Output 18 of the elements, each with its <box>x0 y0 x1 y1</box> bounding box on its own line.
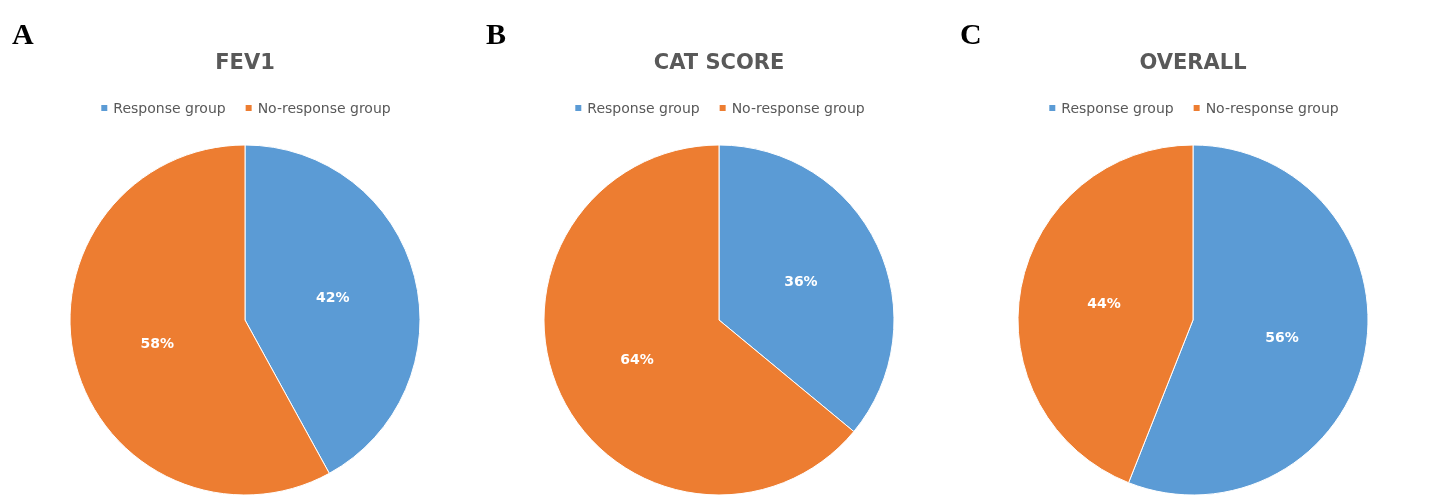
legend-label: Response group <box>587 100 700 116</box>
data-label: 58% <box>140 334 175 351</box>
legend-label: Response group <box>1061 100 1174 116</box>
data-label: 64% <box>620 350 654 367</box>
legend-label: No-response group <box>731 100 865 116</box>
text: A <box>12 16 34 50</box>
data-label: 42% <box>315 289 350 306</box>
legend-label: Response group <box>113 100 226 116</box>
data-label: 56% <box>1265 328 1299 345</box>
text: B <box>486 16 507 50</box>
chart-title: OVERALL <box>1139 49 1247 74</box>
legend-label: No-response group <box>1205 100 1339 116</box>
chart-title: CAT SCORE <box>653 49 785 74</box>
data-label: 44% <box>1087 295 1121 312</box>
data-label: 36% <box>784 273 818 290</box>
chart-title: FEV1 <box>215 49 275 74</box>
text: C <box>960 16 982 50</box>
legend-label: No-response group <box>257 100 391 116</box>
